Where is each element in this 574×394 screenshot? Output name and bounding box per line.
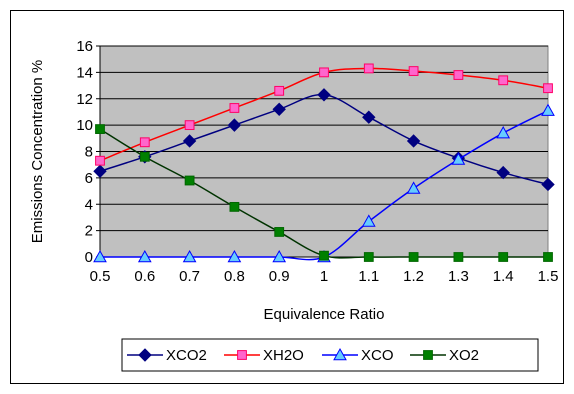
y-tick-label: 16 [76,38,93,55]
data-point-xh2o [319,67,329,78]
chart-frame: 0 2 4 6 8 10 12 14 16 0.5 0.6 0.7 0.8 0.9 1 1.1 1.2 1.3 1… [10,10,564,384]
data-point-xh2o [498,75,509,86]
data-point-xco2 [362,110,376,124]
data-point-xco2 [182,134,197,148]
legend-label-xo2: XO2 [449,347,479,364]
legend-item-xco: XCO [322,347,394,364]
series-layer [93,63,555,263]
data-point-xco [361,214,376,227]
x-tick-label: 0.5 [90,268,111,285]
x-tick-label: 1.1 [358,268,379,285]
legend-marker-xh2o [237,350,247,360]
x-tick-label: 1.3 [448,268,469,285]
data-point-xco2 [272,102,286,117]
legend-marker-xco [333,347,347,361]
data-point-xco [137,249,152,263]
data-point-xh2o [408,66,419,76]
data-point-xh2o [274,85,285,96]
x-tick-label: 1.2 [403,268,424,285]
data-point-xo2 [274,227,285,237]
y-tick-label: 12 [76,91,93,108]
y-tick-label: 4 [85,196,93,213]
x-tick-label: 0.7 [179,268,200,285]
x-tick-label: 0.8 [224,268,245,285]
data-point-xh2o [229,103,240,113]
x-tick-label: 0.9 [269,268,290,285]
data-point-xco2 [496,165,510,180]
data-point-xo2 [319,250,329,261]
data-point-xco [93,249,107,263]
data-point-xco2 [406,134,421,148]
data-point-xh2o [95,155,105,166]
data-point-xco [227,249,242,263]
data-point-xco [182,249,197,263]
data-point-xh2o [543,83,553,94]
x-tick-label: 1.4 [493,268,514,285]
y-tick-label: 8 [85,144,93,161]
data-point-xo2 [184,175,195,186]
x-tick-label: 1.5 [538,268,559,285]
data-point-xco [406,181,421,194]
y-axis-title: Emissions Concentration % [29,60,46,243]
data-point-xco2 [541,177,555,192]
series-xo2 [95,124,553,262]
legend-item-xo2: XO2 [410,347,479,364]
legend-label-xco: XCO [361,347,394,364]
x-tick-label: 1 [320,268,328,285]
data-point-xh2o [363,63,374,74]
y-tick-label: 0 [85,249,93,266]
data-point-xh2o [184,120,195,131]
y-tick-label: 6 [85,170,93,187]
data-point-xco [451,152,466,165]
x-tick-label: 0.6 [134,268,155,285]
y-tick-label: 14 [76,64,93,81]
legend-label-xco2: XCO2 [166,347,207,364]
data-point-xco [496,126,511,139]
data-point-xco [541,103,555,116]
data-point-xo2 [543,252,553,262]
legend-marker-xo2 [423,350,433,360]
data-point-xco2 [317,88,331,102]
data-point-xco [272,249,287,263]
series-xh2o [95,63,553,166]
legend-item-xco2: XCO2 [127,347,207,364]
x-axis-ticks: 0.5 0.6 0.7 0.8 0.9 1 1.1 1.2 1.3 1.4 1.5 [90,257,559,285]
data-point-xo2 [498,252,509,262]
data-point-xo2 [453,252,464,262]
data-point-xco2 [93,164,107,178]
data-point-xh2o [453,70,464,80]
y-tick-label: 10 [76,117,93,134]
x-axis-title: Equivalence Ratio [264,306,385,323]
legend-label-xh2o: XH2O [263,347,304,364]
data-point-xo2 [363,252,374,262]
legend-item-xh2o: XH2O [224,347,304,364]
data-point-xo2 [95,124,105,134]
data-point-xo2 [229,201,240,212]
legend: XCO2 XH2O XCO XO2 [121,338,539,372]
data-point-xo2 [408,252,419,262]
line-chart: 0 2 4 6 8 10 12 14 16 0.5 0.6 0.7 0.8 0.9 1 1.1 1.2 1.3 1… [29,38,559,372]
data-point-xh2o [139,137,150,148]
y-tick-label: 2 [85,223,93,240]
y-axis-ticks: 0 2 4 6 8 10 12 14 16 [76,38,100,266]
data-point-xo2 [139,151,150,162]
data-point-xco2 [227,118,242,132]
legend-marker-xco2 [138,348,152,362]
